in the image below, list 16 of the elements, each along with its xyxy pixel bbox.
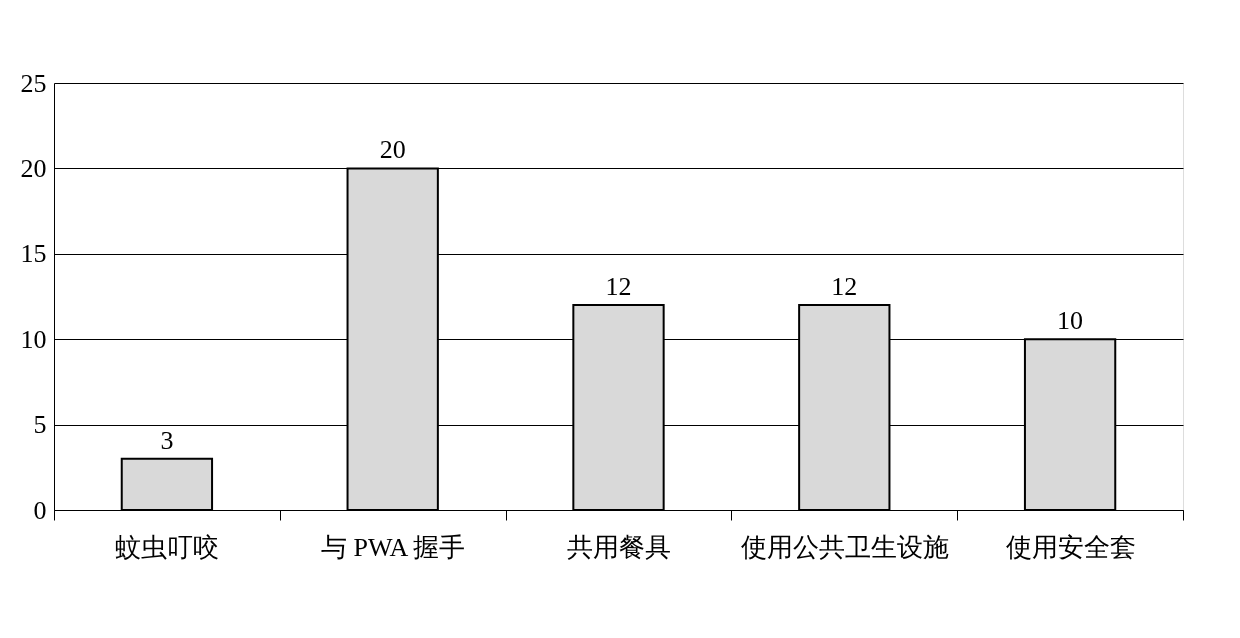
y-tick-label: 10	[20, 324, 47, 354]
data-label: 12	[605, 272, 632, 302]
data-label: 10	[1057, 306, 1084, 336]
data-label: 20	[379, 135, 406, 165]
data-label: 12	[831, 272, 858, 302]
x-tick-label: 蚊虫叮咬	[115, 532, 220, 562]
x-tick-label: 使用公共卫生设施	[740, 532, 949, 562]
y-tick-label: 5	[33, 410, 47, 440]
x-tick-label: 使用安全套	[1005, 532, 1136, 562]
data-label: 3	[160, 425, 174, 455]
y-tick-label: 15	[20, 239, 47, 269]
x-tick-label: 与 PWA 握手	[320, 532, 466, 562]
y-tick-label: 20	[20, 153, 47, 183]
y-tick-label: 25	[20, 68, 47, 98]
y-tick-label: 0	[33, 495, 47, 525]
x-tick-label: 共用餐具	[567, 532, 671, 562]
